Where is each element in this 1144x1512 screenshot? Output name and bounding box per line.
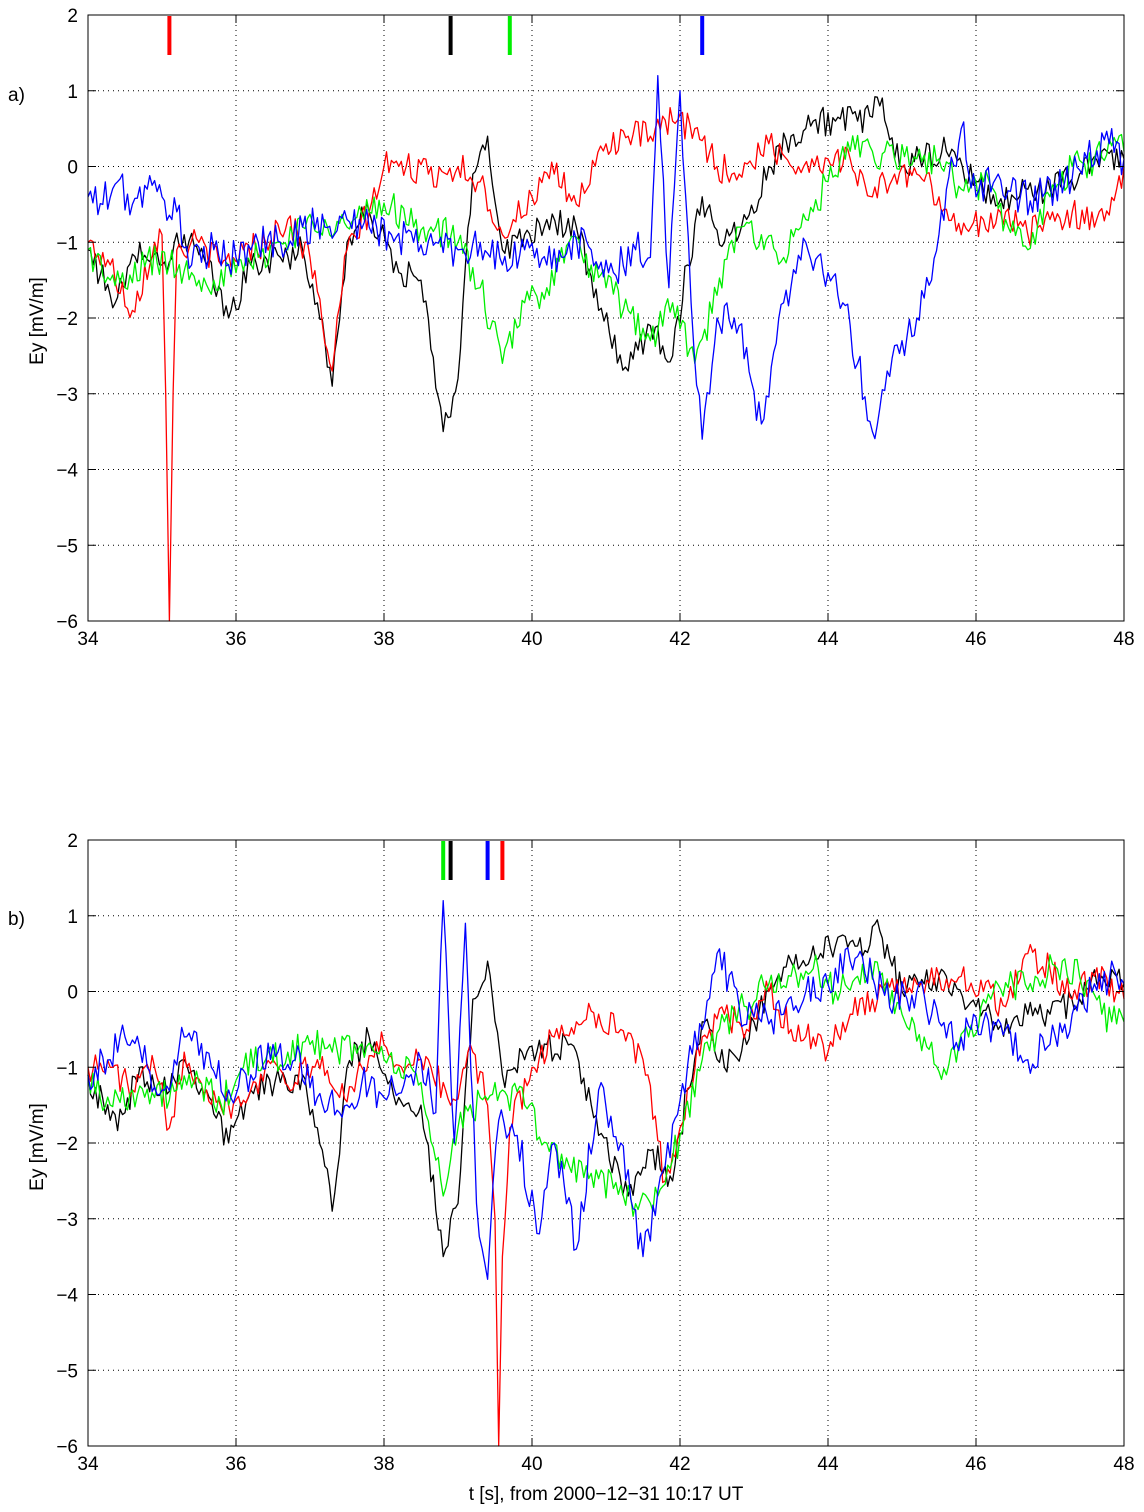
panel-a-y-tick-label: 2: [67, 6, 78, 27]
panel-b-frame: [87, 839, 1125, 1447]
panel-b-y-tick-label: 1: [67, 907, 78, 928]
panel-b-series-line: [87, 943, 1125, 1447]
panel-b-x-tick-label: 48: [1113, 1454, 1134, 1475]
panel-a-y-tick-label: −1: [56, 233, 78, 254]
panel-a-x-tick-label: 36: [225, 629, 246, 650]
panel-a-x-tick-label: 40: [521, 629, 542, 650]
panel-b-series-line: [87, 954, 1125, 1217]
panel-a-marker-layer: [167, 16, 705, 55]
panel-b-y-tick-label: −2: [56, 1134, 78, 1155]
panel-a-series-layer: [87, 74, 1125, 622]
panel-b: 34 36 38 40 42 44 46 48 −6 −5 −4 −3 −2 −1 0 1 2 b) Ey [m…: [8, 831, 1135, 1475]
panel-b-y-tick-label: −4: [56, 1286, 78, 1307]
panel-b-ylabel: Ey [mV/m]: [27, 1103, 48, 1191]
panel-a-y-tick-label: −4: [56, 461, 78, 482]
panel-b-tick-labels: 34 36 38 40 42 44 46 48 −6 −5 −4 −3 −2 −1 0 1 2: [56, 831, 1134, 1475]
panel-b-y-tick-label: 2: [67, 831, 78, 852]
panel-a: 34 36 38 40 42 44 46 48 −6 −5 −4 −3 −2 −1 0 1 2 a) Ey [m…: [8, 6, 1135, 650]
panel-a-x-tick-label: 42: [669, 629, 690, 650]
panel-a-y-tick-label: −6: [56, 612, 78, 633]
panel-a-tick-labels: 34 36 38 40 42 44 46 48 −6 −5 −4 −3 −2 −1 0 1 2: [56, 6, 1134, 650]
panel-b-series-line: [87, 899, 1125, 1280]
panel-a-x-tick-label: 46: [965, 629, 986, 650]
panel-a-x-tick-label: 48: [1113, 629, 1134, 650]
panel-b-x-tick-label: 44: [817, 1454, 839, 1475]
panel-b-label: b): [8, 909, 25, 930]
panel-a-y-tick-label: −2: [56, 309, 78, 330]
panel-b-y-tick-label: −3: [56, 1210, 78, 1231]
panel-a-y-tick-label: −5: [56, 536, 78, 557]
panel-b-y-tick-label: 0: [67, 983, 78, 1004]
panel-a-grid: [88, 15, 1124, 621]
panel-a-x-tick-label: 34: [77, 629, 99, 650]
panel-a-x-tick-label: 38: [373, 629, 394, 650]
panel-b-grid: [88, 840, 1124, 1446]
panel-a-y-tick-label: 1: [67, 82, 78, 103]
panel-a-frame: [87, 14, 1125, 622]
panel-a-ylabel: Ey [mV/m]: [27, 277, 48, 365]
panel-a-x-tick-label: 44: [817, 629, 839, 650]
panel-b-y-tick-label: −6: [56, 1437, 78, 1458]
panel-b-y-tick-label: −1: [56, 1058, 78, 1079]
panel-b-marker-layer: [441, 841, 505, 880]
panel-a-label: a): [8, 85, 25, 106]
panel-a-y-tick-label: 0: [67, 158, 78, 179]
panel-b-x-tick-label: 36: [225, 1454, 246, 1475]
panel-b-x-tick-label: 38: [373, 1454, 394, 1475]
panel-b-x-tick-label: 34: [77, 1454, 99, 1475]
panel-a-y-tick-label: −3: [56, 385, 78, 406]
panel-a-series-line: [87, 106, 1125, 622]
panel-b-x-tick-label: 40: [521, 1454, 542, 1475]
x-axis-label: t [s], from 2000−12−31 10:17 UT: [469, 1484, 744, 1505]
panel-b-y-tick-label: −5: [56, 1361, 78, 1382]
panel-a-series-line: [87, 74, 1125, 440]
panel-a-series-line: [87, 96, 1125, 433]
panel-b-x-tick-label: 42: [669, 1454, 690, 1475]
panel-b-series-line: [87, 919, 1125, 1258]
panel-b-series-layer: [87, 899, 1125, 1447]
panel-b-x-tick-label: 46: [965, 1454, 986, 1475]
